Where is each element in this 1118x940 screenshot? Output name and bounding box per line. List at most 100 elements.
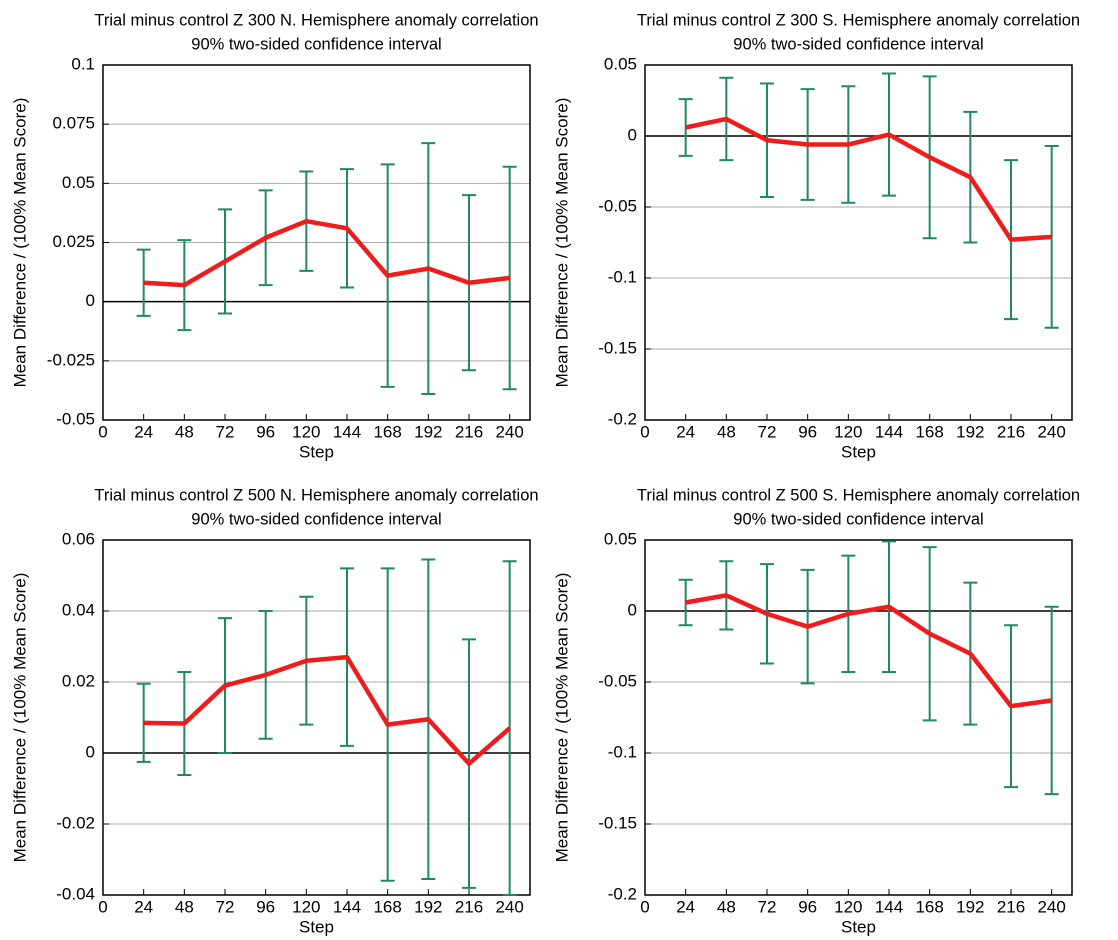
x-tick-label: 0 bbox=[98, 897, 107, 916]
chart-title: Trial minus control Z 300 N. Hemisphere … bbox=[94, 11, 538, 29]
x-tick-label: 24 bbox=[676, 897, 695, 916]
chart-title: Trial minus control Z 500 N. Hemisphere … bbox=[94, 486, 538, 504]
x-tick-label: 72 bbox=[758, 897, 777, 916]
chart-subtitle: 90% two-sided confidence interval bbox=[733, 510, 983, 528]
x-axis-label: Step bbox=[841, 442, 876, 461]
x-tick-label: 216 bbox=[455, 422, 483, 441]
y-tick-label: -0.2 bbox=[608, 884, 637, 903]
x-tick-label: 216 bbox=[997, 897, 1025, 916]
x-axis-label: Step bbox=[299, 917, 334, 936]
error-bar bbox=[502, 165, 517, 391]
y-tick-label: -0.05 bbox=[598, 671, 637, 690]
x-axis-label: Step bbox=[299, 442, 334, 461]
x-tick-label: 144 bbox=[875, 422, 903, 441]
x-tick-label: 24 bbox=[134, 897, 153, 916]
x-tick-label: 216 bbox=[455, 897, 483, 916]
x-tick-label: 168 bbox=[373, 897, 401, 916]
x-tick-label: 48 bbox=[175, 422, 194, 441]
plot-frame bbox=[102, 539, 531, 896]
x-tick-label: 240 bbox=[1037, 422, 1065, 441]
chart-subtitle: 90% two-sided confidence interval bbox=[733, 35, 983, 53]
plot-frame bbox=[644, 539, 1073, 896]
x-tick-label: 168 bbox=[915, 422, 943, 441]
chart-panel: Trial minus control Z 300 S. Hemisphere … bbox=[552, 11, 1080, 461]
error-bar bbox=[1044, 605, 1059, 796]
x-tick-label: 96 bbox=[256, 422, 275, 441]
error-bar bbox=[502, 560, 517, 896]
y-tick-label: -0.02 bbox=[56, 813, 95, 832]
x-tick-label: 0 bbox=[98, 422, 107, 441]
y-tick-label: 0.05 bbox=[604, 529, 637, 548]
y-tick-label: 0 bbox=[86, 291, 95, 310]
x-tick-label: 240 bbox=[495, 422, 523, 441]
x-tick-label: 72 bbox=[216, 422, 235, 441]
y-tick-label: 0.02 bbox=[62, 671, 95, 690]
y-axis-label: Mean Difference / (100% Mean Score) bbox=[10, 98, 29, 388]
x-axis-label: Step bbox=[841, 917, 876, 936]
x-tick-label: 0 bbox=[640, 897, 649, 916]
data-line bbox=[143, 654, 512, 766]
plot-frame bbox=[644, 64, 1073, 421]
x-tick-label: 72 bbox=[758, 422, 777, 441]
y-tick-label: 0.075 bbox=[52, 114, 95, 133]
y-tick-label: -0.05 bbox=[56, 409, 95, 428]
x-tick-label: 96 bbox=[798, 422, 817, 441]
x-tick-label: 96 bbox=[798, 897, 817, 916]
x-tick-label: 192 bbox=[956, 422, 984, 441]
x-tick-label: 48 bbox=[717, 897, 736, 916]
x-tick-label: 48 bbox=[175, 897, 194, 916]
x-tick-label: 240 bbox=[495, 897, 523, 916]
x-tick-label: 120 bbox=[834, 422, 862, 441]
chart-subtitle: 90% two-sided confidence interval bbox=[191, 35, 441, 53]
chart-subtitle: 90% two-sided confidence interval bbox=[191, 510, 441, 528]
y-tick-label: -0.025 bbox=[47, 350, 95, 369]
x-tick-label: 192 bbox=[956, 897, 984, 916]
y-tick-label: 0 bbox=[628, 600, 637, 619]
y-tick-label: -0.15 bbox=[598, 813, 637, 832]
chart-panel: Trial minus control Z 300 N. Hemisphere … bbox=[10, 11, 538, 461]
x-tick-label: 120 bbox=[834, 897, 862, 916]
x-tick-label: 144 bbox=[333, 422, 361, 441]
data-line bbox=[685, 116, 1052, 242]
y-tick-label: -0.04 bbox=[56, 884, 95, 903]
x-tick-label: 24 bbox=[676, 422, 695, 441]
x-tick-label: 144 bbox=[333, 897, 361, 916]
plot-frame bbox=[102, 64, 531, 421]
y-tick-label: 0.1 bbox=[71, 54, 95, 73]
y-tick-label: 0.06 bbox=[62, 529, 95, 548]
y-tick-label: 0.05 bbox=[62, 173, 95, 192]
x-tick-label: 192 bbox=[414, 897, 442, 916]
data-line bbox=[143, 218, 510, 288]
y-tick-label: 0.05 bbox=[604, 54, 637, 73]
y-tick-label: -0.05 bbox=[598, 196, 637, 215]
y-tick-label: 0.025 bbox=[52, 232, 95, 251]
x-tick-label: 216 bbox=[997, 422, 1025, 441]
y-tick-label: -0.2 bbox=[608, 409, 637, 428]
x-tick-label: 240 bbox=[1037, 897, 1065, 916]
x-tick-label: 120 bbox=[292, 897, 320, 916]
x-tick-label: 48 bbox=[717, 422, 736, 441]
data-line bbox=[685, 593, 1052, 709]
y-axis-label: Mean Difference / (100% Mean Score) bbox=[552, 98, 571, 388]
y-tick-label: 0.04 bbox=[62, 600, 95, 619]
error-bar bbox=[1044, 144, 1059, 329]
chart-panel: Trial minus control Z 500 S. Hemisphere … bbox=[552, 486, 1080, 936]
y-tick-label: -0.15 bbox=[598, 338, 637, 357]
x-tick-label: 0 bbox=[640, 422, 649, 441]
x-tick-label: 144 bbox=[875, 897, 903, 916]
x-tick-label: 96 bbox=[256, 897, 275, 916]
x-tick-label: 120 bbox=[292, 422, 320, 441]
y-tick-label: -0.1 bbox=[608, 742, 637, 761]
y-tick-label: -0.1 bbox=[608, 267, 637, 286]
chart-title: Trial minus control Z 300 S. Hemisphere … bbox=[637, 11, 1080, 29]
chart-panel: Trial minus control Z 500 N. Hemisphere … bbox=[10, 486, 538, 936]
y-tick-label: 0 bbox=[86, 742, 95, 761]
x-tick-label: 24 bbox=[134, 422, 153, 441]
y-axis-label: Mean Difference / (100% Mean Score) bbox=[552, 573, 571, 863]
x-tick-label: 72 bbox=[216, 897, 235, 916]
y-tick-label: 0 bbox=[628, 125, 637, 144]
x-tick-label: 192 bbox=[414, 422, 442, 441]
x-tick-label: 168 bbox=[915, 897, 943, 916]
y-axis-label: Mean Difference / (100% Mean Score) bbox=[10, 573, 29, 863]
